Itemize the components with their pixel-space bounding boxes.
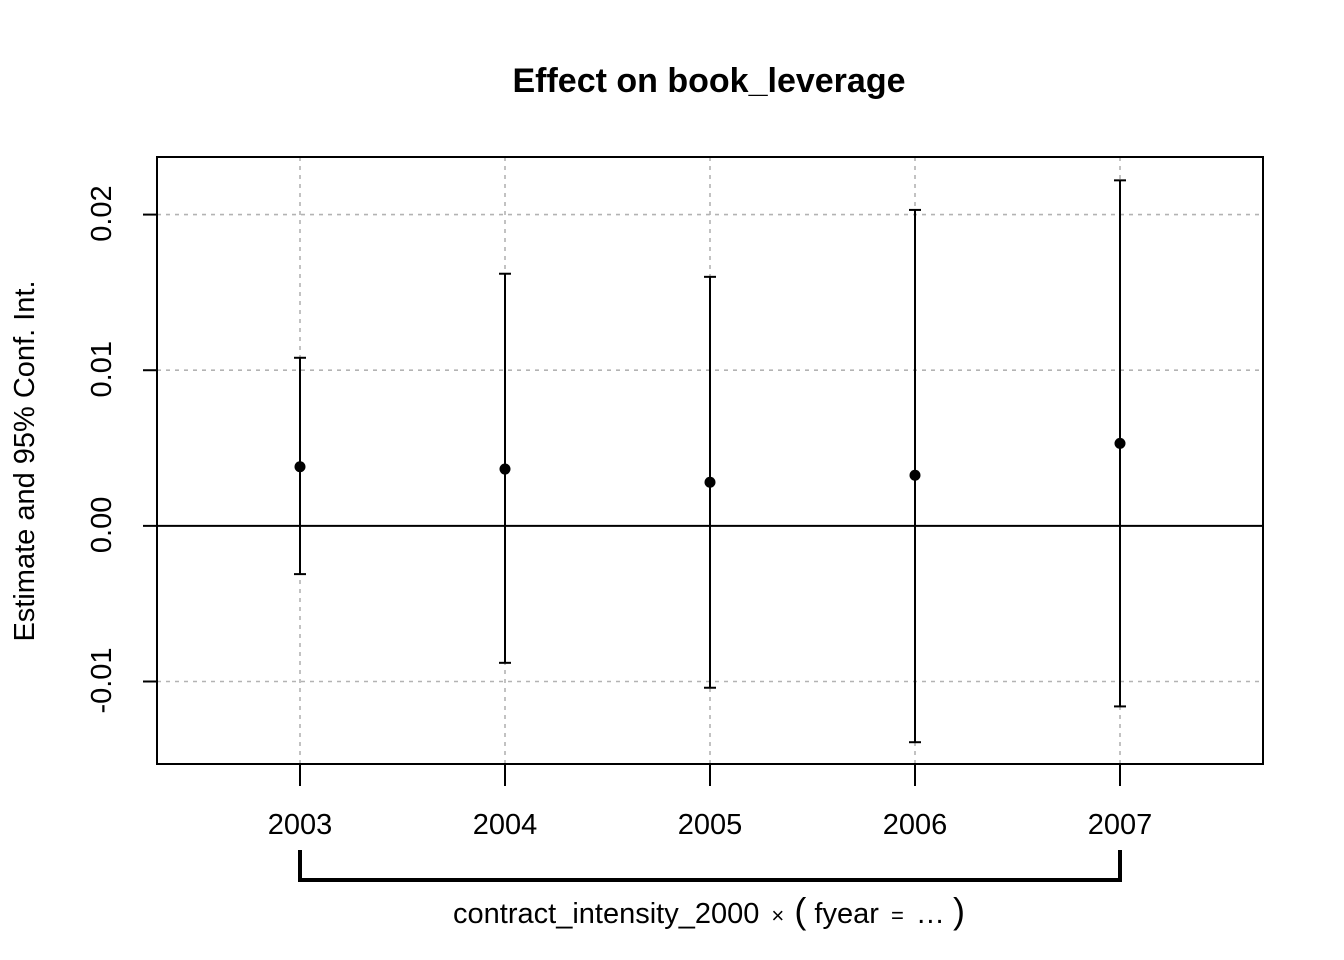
x-tick-label: 2004: [473, 809, 538, 841]
estimate-point: [499, 463, 511, 475]
y-axis: -0.01 0.00 0.01 0.02: [86, 185, 157, 714]
x-label-ellipsis: …: [916, 898, 945, 930]
x-tick-label: 2003: [268, 809, 333, 841]
x-tick-label: 2006: [883, 809, 948, 841]
estimate-point: [1114, 437, 1126, 449]
x-label-times: ×: [771, 903, 784, 928]
y-tick-label: 0.01: [86, 341, 118, 397]
estimate-point: [909, 469, 921, 481]
x-tick-label: 2007: [1088, 809, 1153, 841]
chart-title: Effect on book_leverage: [512, 62, 905, 100]
estimate-point: [294, 461, 306, 473]
y-tick-label: 0.02: [86, 185, 118, 241]
x-axis-label: contract_intensity_2000 × ( fyear = … ): [453, 890, 965, 931]
x-label-close-paren: ): [953, 890, 965, 931]
y-tick-label: -0.01: [86, 647, 118, 713]
x-label-open-paren: (: [794, 890, 806, 931]
x-label-equals: =: [891, 903, 904, 928]
x-axis: 2003 2004 2005 2006 2007: [268, 764, 1153, 841]
x-axis-bracket: [298, 850, 1122, 882]
estimate-point: [704, 476, 716, 488]
x-label-group: fyear: [814, 898, 879, 930]
estimates-series: [294, 179, 1126, 744]
x-label-variable: contract_intensity_2000: [453, 898, 759, 930]
x-tick-label: 2005: [678, 809, 743, 841]
y-axis-label: Estimate and 95% Conf. Int.: [9, 280, 41, 641]
y-tick-label: 0.00: [86, 497, 118, 553]
